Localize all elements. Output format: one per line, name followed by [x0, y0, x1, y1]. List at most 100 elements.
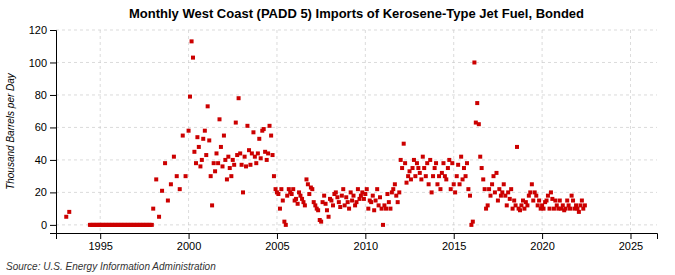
point [568, 207, 572, 211]
point [571, 199, 575, 203]
point [232, 163, 236, 167]
point [325, 208, 329, 212]
point [449, 187, 453, 191]
grid-line-x [630, 30, 631, 233]
point [528, 190, 532, 194]
point [163, 161, 167, 165]
tick: 2025 [619, 233, 643, 252]
point [219, 145, 223, 149]
point [409, 177, 413, 181]
point [316, 208, 320, 212]
point [351, 194, 355, 198]
grid [56, 30, 657, 233]
point [369, 200, 373, 204]
point [465, 161, 469, 165]
point [324, 202, 328, 206]
point [490, 182, 494, 186]
point [201, 137, 205, 141]
point [278, 207, 282, 211]
point [548, 207, 552, 211]
point [570, 194, 574, 198]
point [428, 158, 432, 162]
point [512, 199, 516, 203]
point [363, 192, 367, 196]
point [446, 166, 450, 170]
point [237, 96, 241, 100]
point [486, 203, 490, 207]
point [344, 195, 348, 199]
point [197, 145, 201, 149]
tick-mark [50, 30, 56, 31]
point [218, 117, 222, 121]
point [403, 161, 407, 165]
tick: 20 [35, 186, 56, 198]
point [226, 155, 230, 159]
point [268, 124, 272, 128]
point [493, 190, 497, 194]
point [209, 174, 213, 178]
tick: 80 [35, 89, 56, 101]
axis-line [50, 31, 57, 234]
point [207, 138, 211, 142]
point [296, 202, 300, 206]
point [580, 199, 584, 203]
grid-line-y [56, 159, 657, 160]
point [269, 134, 273, 138]
tick-label: 2005 [265, 240, 289, 252]
point [291, 187, 295, 191]
point [221, 164, 225, 168]
point [478, 155, 482, 159]
point [452, 182, 456, 186]
point [262, 127, 266, 131]
point [190, 39, 194, 43]
point [366, 207, 370, 211]
point [284, 223, 288, 227]
point [200, 158, 204, 162]
point [340, 194, 344, 198]
point [228, 166, 232, 170]
point [243, 155, 247, 159]
point [583, 203, 587, 207]
point [418, 171, 422, 175]
tick: 2015 [442, 233, 466, 252]
point [279, 187, 283, 191]
point [488, 194, 492, 198]
point [151, 207, 155, 211]
point [471, 220, 475, 224]
point [435, 182, 439, 186]
point [381, 223, 385, 227]
tick-label: 20 [35, 186, 47, 198]
point [362, 197, 366, 201]
grid-line-y [56, 94, 657, 95]
point [455, 174, 459, 178]
point [229, 174, 233, 178]
point [222, 134, 226, 138]
point [212, 161, 216, 165]
point [441, 161, 445, 165]
point [415, 161, 419, 165]
grid-line-x [542, 30, 543, 233]
point [378, 195, 382, 199]
point [184, 174, 188, 178]
point [431, 174, 435, 178]
point [413, 174, 417, 178]
point [67, 210, 71, 214]
tick: 120 [29, 24, 56, 36]
point [481, 177, 485, 181]
point [424, 174, 428, 178]
point [400, 166, 404, 170]
point [198, 164, 202, 168]
point [245, 124, 249, 128]
point [430, 190, 434, 194]
point [444, 177, 448, 181]
point [515, 145, 519, 149]
point [419, 177, 423, 181]
point [341, 187, 345, 191]
point [265, 158, 269, 162]
point [251, 130, 255, 134]
grid-line-x [100, 30, 101, 233]
point [549, 190, 553, 194]
point [565, 199, 569, 203]
point [281, 199, 285, 203]
point [462, 166, 466, 170]
